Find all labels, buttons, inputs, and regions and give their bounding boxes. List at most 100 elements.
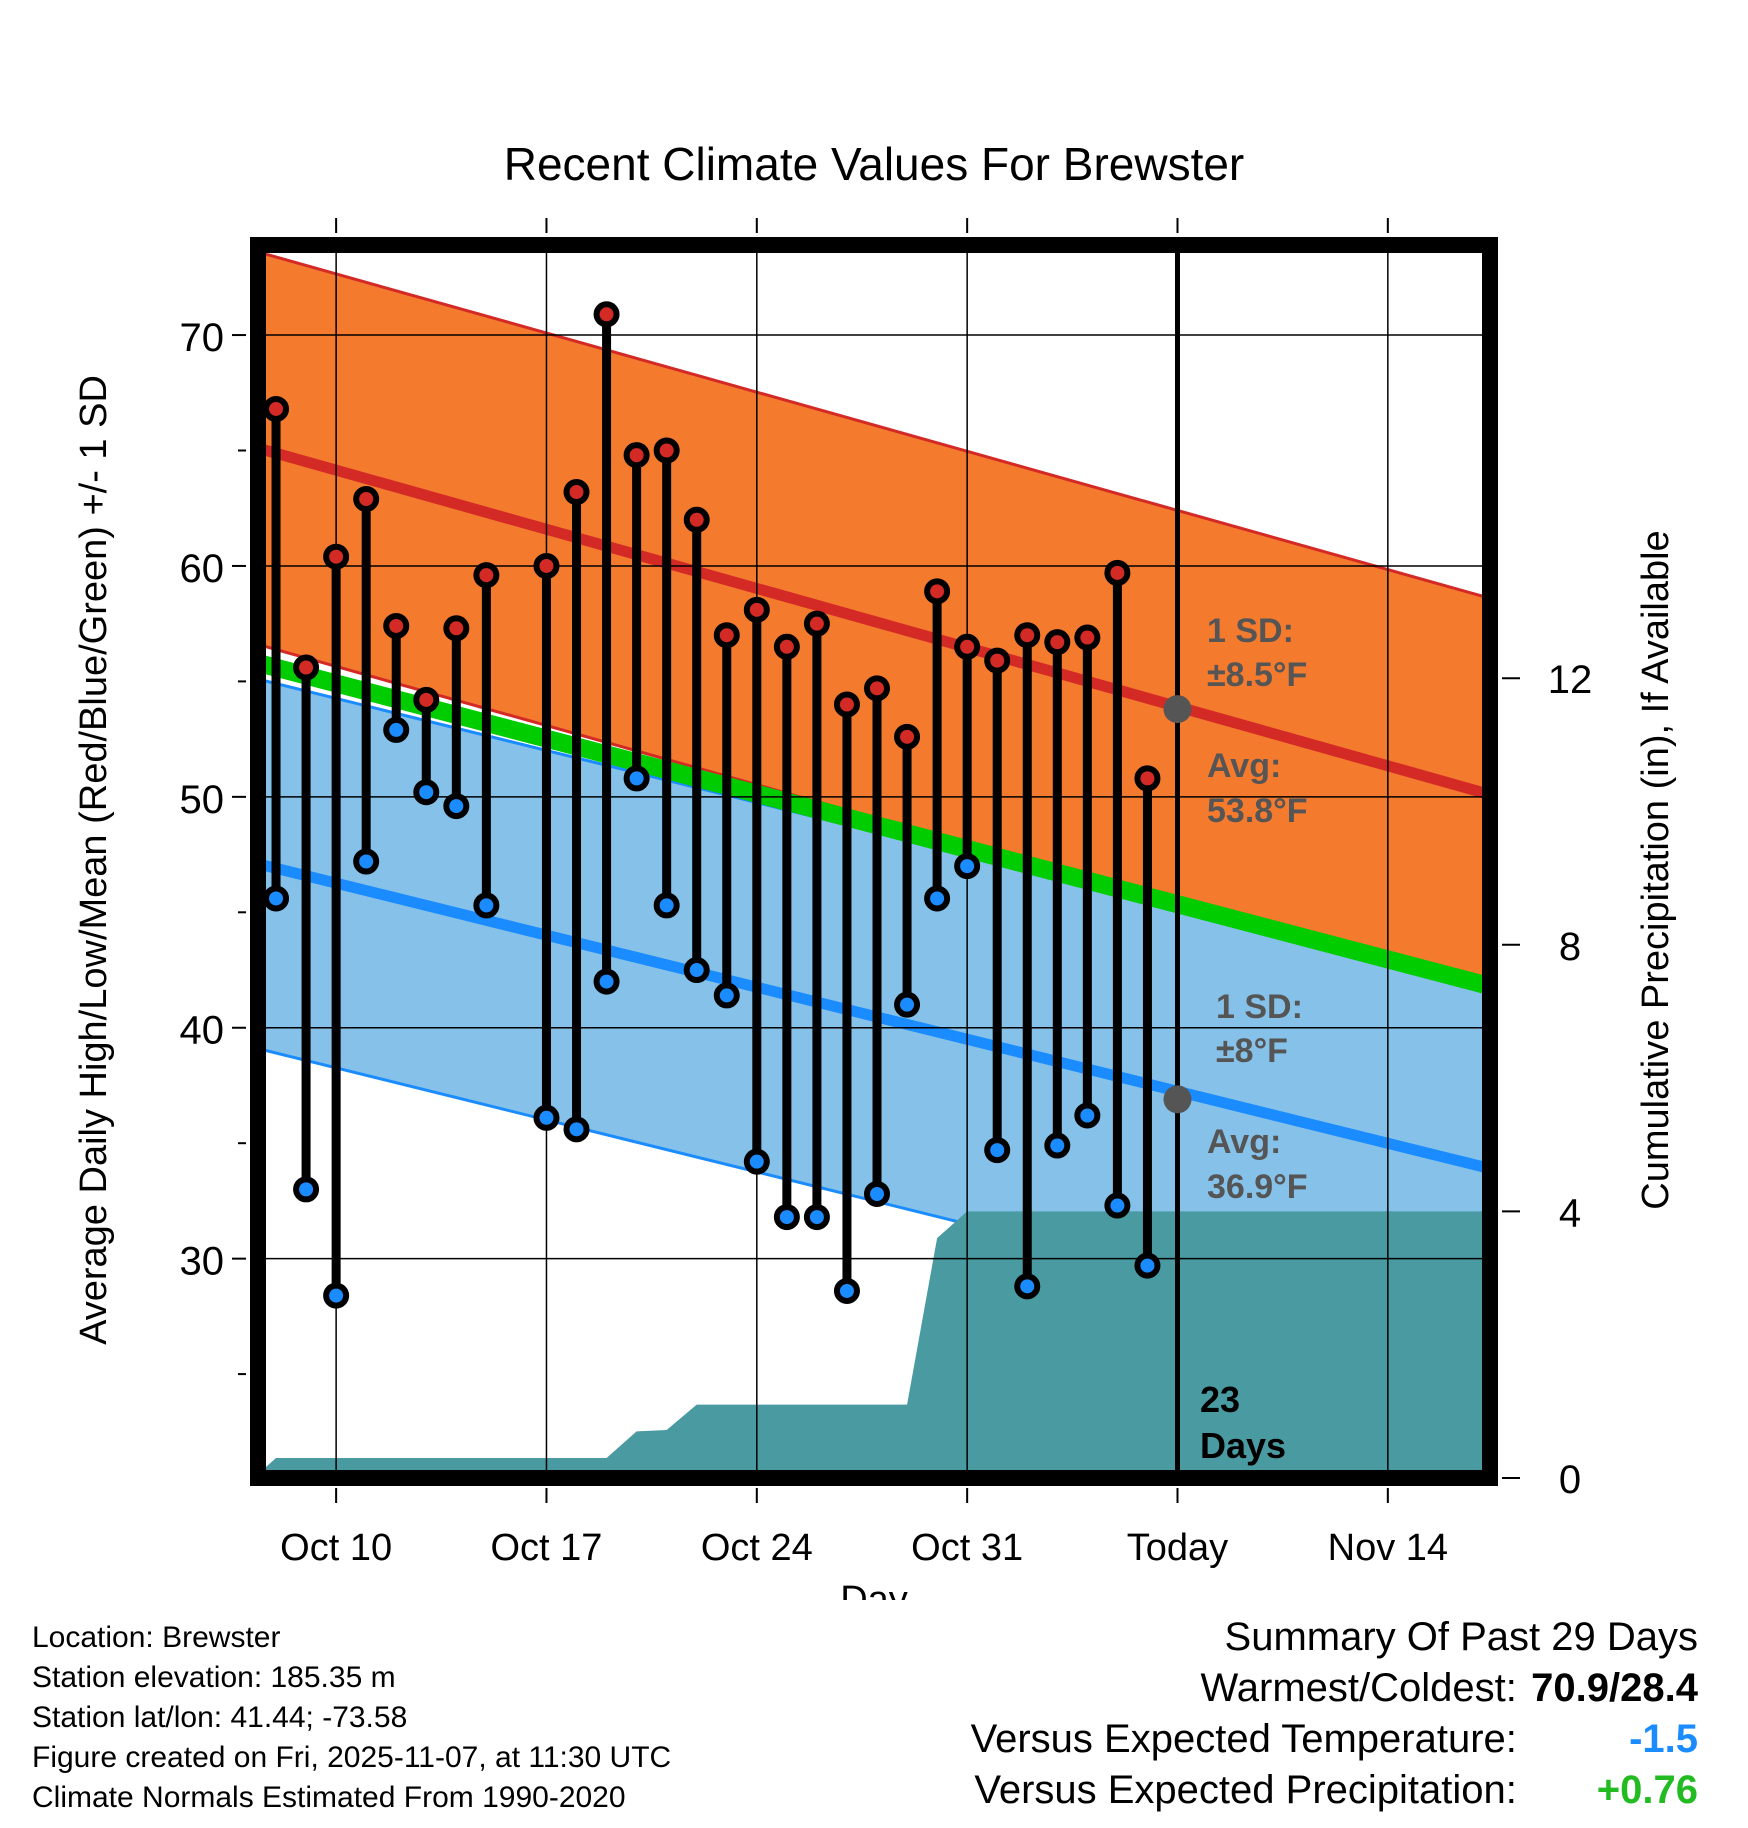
y2-tick-label: 4 (1559, 1191, 1581, 1235)
chart-title: Recent Climate Values For Brewster (504, 138, 1245, 190)
high-point (743, 596, 770, 623)
station-info: Location: Brewster Station elevation: 18… (32, 1618, 671, 1818)
low-point (563, 1116, 590, 1143)
high-point (1104, 559, 1131, 586)
summary-panel: Summary Of Past 29 Days Warmest/Coldest:… (971, 1612, 1698, 1816)
high-point (984, 647, 1011, 674)
created-text: Figure created on Fri, 2025-11-07, at 11… (32, 1741, 672, 1774)
warm-cold-label: Warmest/Coldest: (1200, 1666, 1517, 1710)
low-point (443, 793, 470, 820)
low-point (713, 982, 740, 1009)
y-axis-label: Average Daily High/Low/Mean (Red/Blue/Gr… (73, 375, 115, 1345)
y-tick-label: 30 (180, 1240, 225, 1284)
high-band-upper-edge (258, 250, 1490, 600)
low-point (293, 1176, 320, 1203)
summary-title: Summary Of Past 29 Days (1224, 1615, 1698, 1659)
elevation-text: Station elevation: 185.35 m (32, 1661, 396, 1694)
data-marks (263, 301, 1161, 1309)
x-tick-label: Oct 31 (911, 1527, 1023, 1569)
high-point (263, 395, 290, 422)
precip-label: Versus Expected Precipitation: (974, 1768, 1517, 1812)
high-point (773, 633, 800, 660)
high-point (1014, 622, 1041, 649)
normals-text: Climate Normals Estimated From 1990-2020 (32, 1781, 626, 1814)
x-tick-label: Today (1127, 1527, 1228, 1569)
x-tick-label: Oct 24 (701, 1527, 813, 1569)
summary-temp: Versus Expected Temperature: -1.5 (971, 1714, 1698, 1765)
days-count: 23 (1200, 1379, 1240, 1420)
high-point (864, 675, 891, 702)
low-point (683, 957, 710, 984)
summary-warm-cold: Warmest/Coldest: 70.9/28.4 (971, 1663, 1699, 1714)
x-tick-label: Oct 17 (490, 1527, 602, 1569)
high-point (1044, 629, 1071, 656)
low-point (593, 968, 620, 995)
temp-value: -1.5 (1629, 1717, 1698, 1761)
high-point (653, 437, 680, 464)
y-tick-label: 50 (180, 778, 225, 822)
low-avg-value: 36.9°F (1207, 1168, 1308, 1206)
low-point (1074, 1102, 1101, 1129)
low-point (833, 1277, 860, 1304)
precip-area (261, 1211, 1487, 1478)
y-tick-label: 60 (180, 547, 225, 591)
days-word: Days (1200, 1425, 1286, 1466)
today-low-avg-dot (1163, 1085, 1192, 1114)
low-point (353, 848, 380, 875)
x-axis-label: Day (840, 1579, 908, 1600)
low-point (323, 1282, 350, 1309)
low-point (623, 765, 650, 792)
high-point (443, 615, 470, 642)
climate-chart: Recent Climate Values For Brewster Oct 1… (73, 138, 1677, 1600)
low-point (864, 1180, 891, 1207)
low-point (1014, 1273, 1041, 1300)
plot-frame (250, 237, 1498, 1486)
low-point (954, 853, 981, 880)
low-point (533, 1104, 560, 1131)
y2-axis-label: Cumulative Precipitation (in), If Availa… (1635, 530, 1677, 1209)
low-point (894, 991, 921, 1018)
warm-cold-value: 70.9/28.4 (1531, 1666, 1698, 1710)
latlon-text: Station lat/lon: 41.44; -73.58 (32, 1701, 408, 1734)
low-point (263, 885, 290, 912)
low-sd-value: ±8°F (1216, 1032, 1288, 1070)
summary-precip: Versus Expected Precipitation: +0.76 (971, 1765, 1698, 1816)
high-point (413, 686, 440, 713)
high-point (383, 612, 410, 639)
high-point (623, 442, 650, 469)
x-tick-label: Oct 10 (280, 1527, 392, 1569)
annotations: 1 SD: ±8.5°F Avg: 53.8°F 1 SD: ±8°F Avg: 36.9°F… (1163, 612, 1308, 1466)
precip-value: +0.76 (1596, 1768, 1698, 1812)
high-point (353, 485, 380, 512)
low-avg-label: Avg: (1207, 1123, 1281, 1161)
low-point (924, 885, 951, 912)
high-sd-value: ±8.5°F (1207, 656, 1307, 694)
low-point (1044, 1132, 1071, 1159)
high-point (323, 543, 350, 570)
high-point (293, 654, 320, 681)
location-text: Location: Brewster (32, 1621, 281, 1654)
high-point (1074, 624, 1101, 651)
x-tick-label: Nov 14 (1328, 1527, 1448, 1569)
low-sd-label: 1 SD: (1216, 988, 1303, 1026)
y2-tick-label: 12 (1548, 658, 1593, 702)
low-point (653, 892, 680, 919)
low-point (383, 716, 410, 743)
high-avg-line (258, 442, 1490, 800)
low-point (743, 1148, 770, 1175)
high-sd-label: 1 SD: (1207, 612, 1294, 650)
today-high-avg-dot (1163, 695, 1192, 724)
y-tick-label: 70 (180, 316, 225, 360)
low-point (803, 1204, 830, 1231)
temp-label: Versus Expected Temperature: (970, 1717, 1517, 1761)
high-point (713, 622, 740, 649)
low-point (984, 1137, 1011, 1164)
y2-tick-label: 8 (1559, 925, 1581, 969)
high-point (924, 578, 951, 605)
y2-tick-label: 0 (1559, 1458, 1581, 1502)
high-point (593, 301, 620, 328)
low-point (1134, 1252, 1161, 1279)
high-point (473, 562, 500, 589)
axes: Oct 10 Oct 17 Oct 24 Oct 31 Today Nov 14 30 4 0 5… (180, 218, 1593, 1569)
high-avg-value: 53.8°F (1207, 792, 1308, 830)
